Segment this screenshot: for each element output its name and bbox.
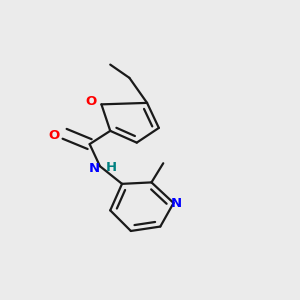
Text: N: N (89, 162, 100, 175)
Text: O: O (85, 95, 97, 108)
Text: O: O (49, 129, 60, 142)
Text: N: N (170, 197, 182, 210)
Text: H: H (106, 161, 117, 174)
